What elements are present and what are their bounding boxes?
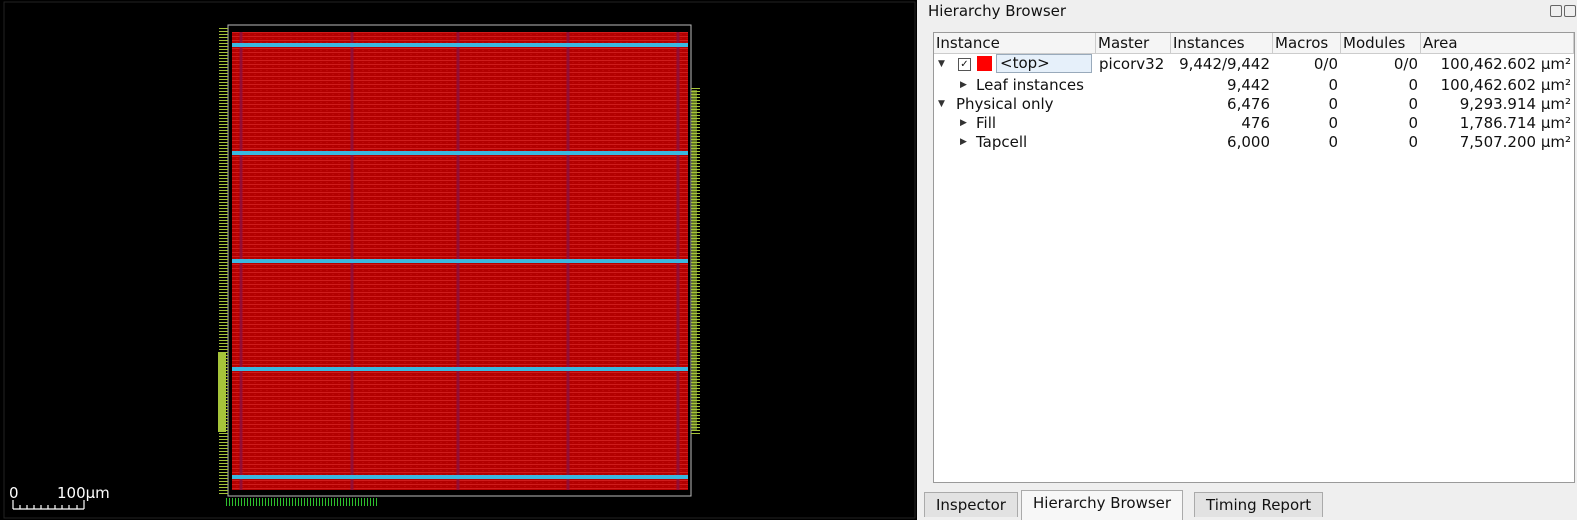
scale-bar — [12, 500, 85, 510]
cell-area: 7,507.200 µm² — [1459, 133, 1571, 151]
column-header[interactable]: Macros — [1273, 33, 1341, 54]
cell-modules: 0 — [1408, 95, 1418, 113]
cell-modules: 0 — [1408, 76, 1418, 94]
dock-panel: Hierarchy Browser Instance Master Instance… — [917, 0, 1577, 520]
expand-arrow[interactable]: ▶ — [960, 118, 967, 128]
instance-name: Physical only — [956, 95, 1054, 113]
column-header[interactable]: Area — [1421, 33, 1574, 54]
cell-instances: 9,442/9,442 — [1179, 55, 1270, 73]
tree-row[interactable]: ▼ Physical only 6,476 0 0 9,293.914 µm² — [934, 95, 1574, 114]
power-straps — [232, 43, 688, 479]
instance-name: Leaf instances — [976, 76, 1084, 94]
column-header[interactable]: Modules — [1341, 33, 1421, 54]
expand-arrow[interactable]: ▶ — [960, 137, 967, 147]
left-pin-block — [218, 352, 226, 432]
cell-master: picorv32 — [1099, 55, 1165, 73]
cell-macros: 0 — [1328, 76, 1338, 94]
cell-modules: 0/0 — [1393, 55, 1418, 73]
cell-area: 100,462.602 µm² — [1440, 76, 1571, 94]
expand-arrow[interactable]: ▼ — [938, 99, 945, 109]
expand-arrow[interactable]: ▶ — [960, 80, 967, 90]
instance-name[interactable]: <top> — [996, 54, 1092, 73]
color-swatch — [977, 56, 992, 71]
cell-instances: 6,476 — [1227, 95, 1270, 113]
cell-modules: 0 — [1408, 114, 1418, 132]
tree-row[interactable]: ▶ Fill 476 0 0 1,786.714 µm² — [934, 114, 1574, 133]
float-button[interactable] — [1550, 5, 1562, 17]
visibility-checkbox[interactable]: ✓ — [958, 58, 971, 71]
tree-row[interactable]: ▼ ✓ <top> picorv32 9,442/9,442 0/0 0/0 100,462.… — [934, 54, 1574, 74]
dock-tab[interactable]: Timing Report — [1194, 492, 1324, 517]
panel-title: Hierarchy Browser — [928, 2, 1067, 20]
column-header[interactable]: Instances — [1171, 33, 1273, 54]
cell-area: 9,293.914 µm² — [1459, 95, 1571, 113]
cell-macros: 0 — [1328, 114, 1338, 132]
layout-view: 0 100µm — [0, 0, 917, 520]
cell-instances: 9,442 — [1227, 76, 1270, 94]
cell-area: 1,786.714 µm² — [1459, 114, 1571, 132]
cell-macros: 0 — [1328, 133, 1338, 151]
left-pins — [219, 27, 228, 495]
instance-name: Fill — [976, 114, 997, 132]
cell-instances: 6,000 — [1227, 133, 1270, 151]
bottom-pins — [226, 498, 378, 506]
right-pin-block — [692, 90, 697, 430]
dock-tab[interactable]: Inspector — [924, 492, 1018, 517]
hierarchy-table: Instance Master Instances Macros Modules Area… — [933, 32, 1575, 483]
canvas-frame — [3, 1, 916, 519]
dock-tab[interactable]: Hierarchy Browser — [1021, 490, 1184, 520]
cell-area: 100,462.602 µm² — [1440, 55, 1571, 73]
cell-macros: 0/0 — [1313, 55, 1338, 73]
instance-name: Tapcell — [976, 133, 1028, 151]
close-button[interactable] — [1564, 5, 1576, 17]
column-header[interactable]: Master — [1096, 33, 1171, 54]
tree-row[interactable]: ▶ Leaf instances 9,442 0 0 100,462.602 µm² — [934, 76, 1574, 95]
scale-start: 0 — [9, 484, 19, 502]
column-header[interactable]: Instance — [934, 33, 1096, 54]
cell-instances: 476 — [1241, 114, 1270, 132]
cell-macros: 0 — [1328, 95, 1338, 113]
expand-arrow[interactable]: ▼ — [938, 59, 945, 69]
scale-end: 100µm — [57, 484, 110, 502]
cell-modules: 0 — [1408, 133, 1418, 151]
tree-row[interactable]: ▶ Tapcell 6,000 0 0 7,507.200 µm² — [934, 133, 1574, 152]
